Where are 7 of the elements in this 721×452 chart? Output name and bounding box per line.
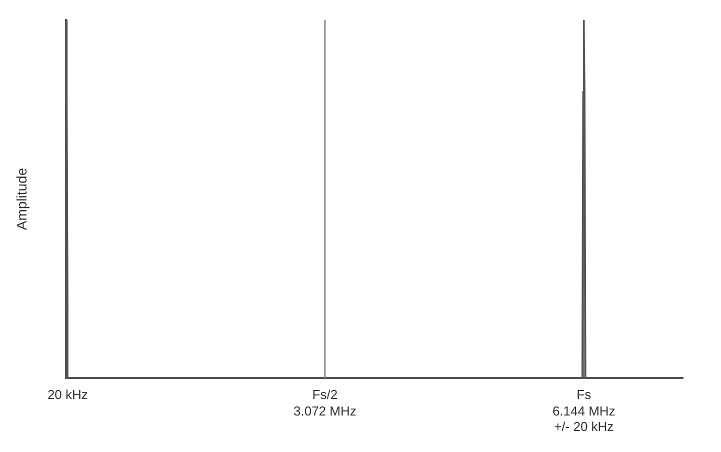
annotation: Fs: [576, 387, 592, 402]
x-tick-label: 6.144 MHz: [552, 403, 616, 418]
text: +/- 20 kHz: [554, 419, 614, 434]
x-tick-label: 3.072 MHz: [294, 403, 356, 418]
y-axis-title: Amplitude: [13, 168, 30, 230]
annotation: 20 kHz: [47, 387, 88, 402]
annotation: Fs/2: [312, 387, 338, 402]
